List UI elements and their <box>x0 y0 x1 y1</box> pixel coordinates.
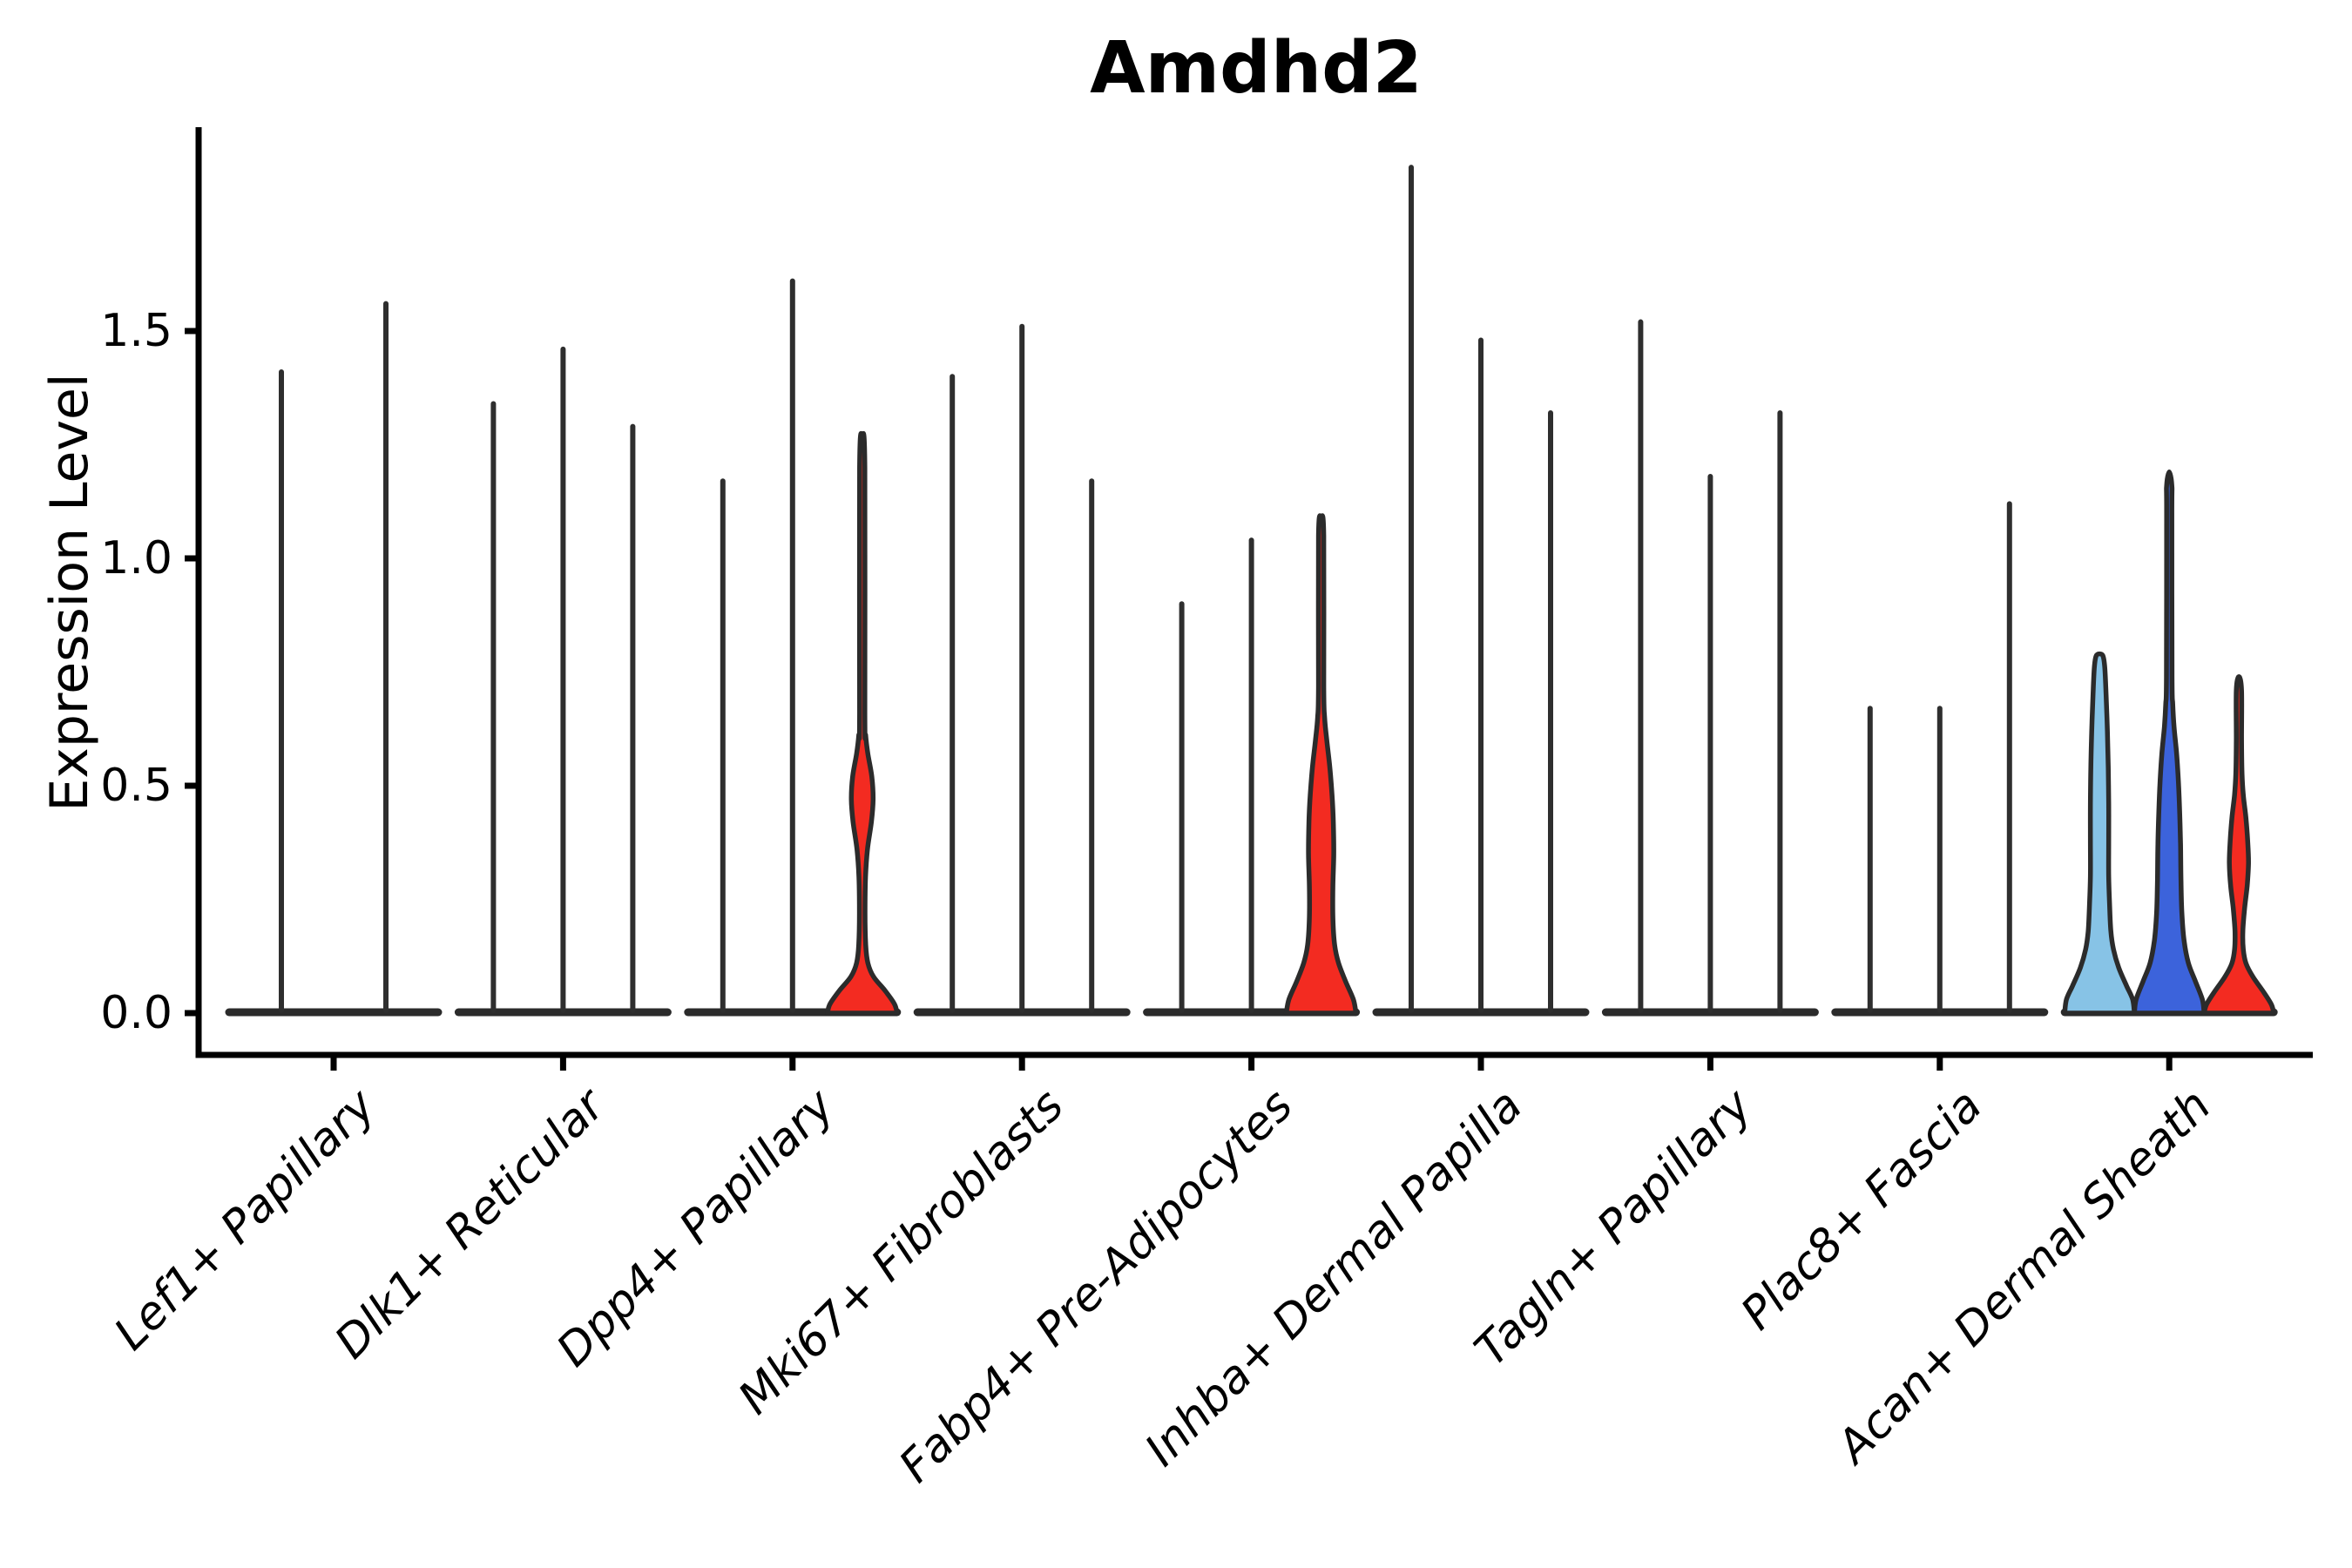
violin-body <box>2201 673 2276 1016</box>
violin-body <box>1283 513 1359 1016</box>
y-tick-label: 1.5 <box>100 305 172 357</box>
violin-body <box>825 431 900 1016</box>
violin-body <box>2132 470 2207 1016</box>
y-tick-label: 1.0 <box>100 532 172 585</box>
y-tick-label: 0.0 <box>100 987 172 1039</box>
y-tick-label: 0.5 <box>100 760 172 812</box>
y-axis-label: Expression Level <box>39 373 100 812</box>
violin-body <box>2062 651 2137 1016</box>
chart-title: Amdhd2 <box>1090 27 1423 110</box>
